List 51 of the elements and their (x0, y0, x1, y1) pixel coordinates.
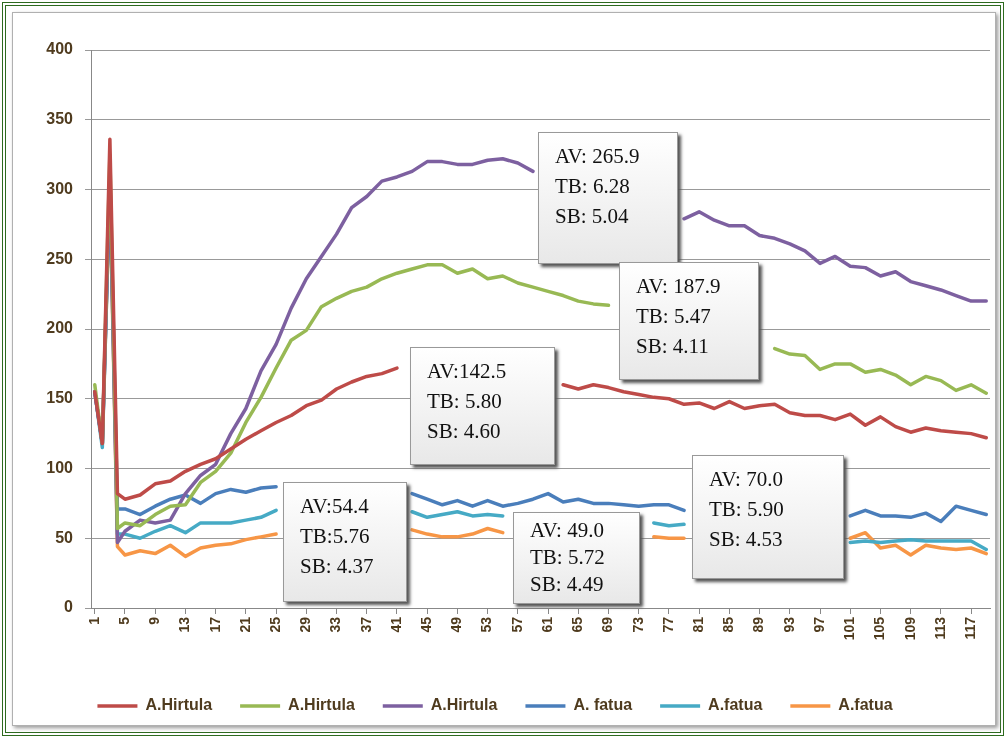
note-box: AV: 49.0 TB: 5.72 SB: 4.49 (513, 512, 640, 604)
x-tick-label: 45 (418, 616, 435, 633)
x-tick-label: 77 (659, 616, 676, 633)
legend-label: A.Hirtula (288, 696, 355, 714)
legend-label: A.fatua (838, 696, 893, 714)
y-tick-label: 100 (46, 458, 74, 476)
x-tick-label: 69 (599, 616, 616, 633)
legend-label: A.Hirtula (430, 696, 498, 714)
x-tick-label: 81 (690, 616, 707, 633)
y-tick-label: 400 (46, 40, 74, 58)
x-tick-label: 105 (871, 616, 888, 641)
legend-label: A.Hirtula (145, 696, 213, 714)
x-tick-label: 61 (538, 616, 555, 633)
x-tick-label: 53 (478, 616, 495, 633)
y-tick-label: 250 (46, 249, 74, 267)
x-tick-label: 57 (508, 616, 525, 633)
x-tick-label: 49 (448, 616, 465, 633)
x-tick-label: 65 (569, 616, 586, 633)
x-tick-label: 25 (266, 616, 283, 633)
x-tick-label: 29 (297, 616, 314, 633)
x-tick-label: 101 (841, 616, 858, 641)
y-tick-label: 300 (46, 179, 74, 197)
x-tick-label: 21 (236, 616, 253, 633)
x-tick-label: 85 (720, 616, 737, 633)
y-tick-label: 0 (64, 598, 74, 616)
note-box: AV:142.5 TB: 5.80 SB: 4.60 (410, 347, 555, 465)
x-tick-label: 117 (961, 616, 978, 640)
x-tick-label: 73 (629, 616, 646, 633)
note-box: AV: 265.9 TB: 6.28 SB: 5.04 (538, 132, 678, 264)
legend-label: A.fatua (708, 696, 763, 714)
x-tick-label: 9 (146, 616, 163, 625)
legend-label: A. fatua (573, 696, 633, 714)
x-tick-label: 97 (810, 616, 827, 633)
x-tick-label: 13 (176, 616, 193, 633)
x-tick-label: 93 (780, 616, 797, 633)
y-tick-label: 200 (46, 319, 74, 337)
x-tick-label: 41 (387, 616, 404, 633)
x-tick-label: 109 (901, 616, 918, 641)
note-box: AV:54.4 TB:5.76 SB: 4.37 (283, 482, 407, 602)
note-box: AV: 70.0 TB: 5.90 SB: 4.53 (692, 455, 844, 579)
y-tick-label: 50 (55, 528, 74, 546)
x-tick-label: 5 (115, 616, 132, 625)
x-tick-label: 89 (750, 616, 767, 633)
x-tick-label: 113 (931, 616, 948, 640)
y-tick-label: 150 (46, 389, 74, 407)
x-tick-label: 1 (85, 616, 102, 625)
x-tick-label: 17 (206, 616, 223, 633)
note-box: AV: 187.9 TB: 5.47 SB: 4.11 (619, 262, 759, 380)
x-tick-label: 33 (327, 616, 344, 633)
y-tick-label: 350 (46, 110, 74, 128)
x-tick-label: 37 (357, 616, 374, 633)
